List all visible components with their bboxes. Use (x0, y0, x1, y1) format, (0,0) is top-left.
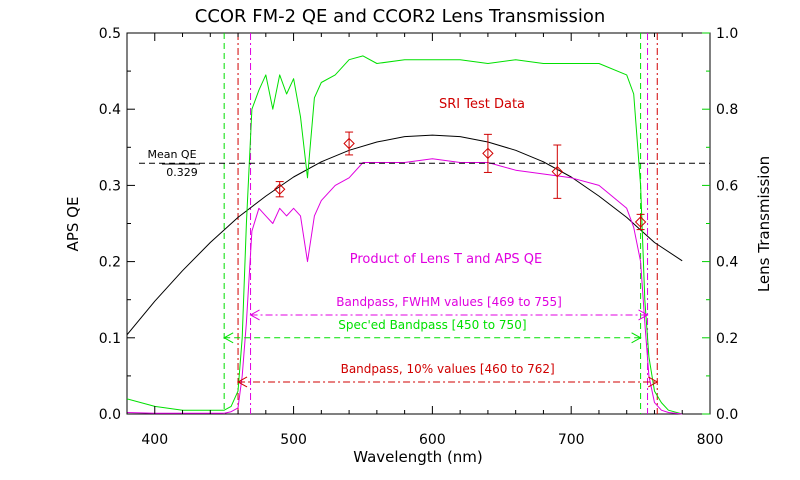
series-layer (126, 55, 683, 415)
y-axis-label-right: Lens Transmission (755, 156, 773, 292)
y-right-tick-label: 0.8 (716, 102, 738, 118)
y-right-tick-label: 0.6 (716, 178, 738, 194)
tick-layer: 400 500 600 700 800 0.0 0.1 0.2 0.3 0.4 0.5 0.0 0.2 0… (99, 26, 739, 448)
y-left-tick-label: 0.1 (99, 331, 121, 347)
qe-fit-line (126, 134, 683, 336)
chart-title: CCOR FM-2 QE and CCOR2 Lens Transmission (195, 6, 606, 27)
x-tick-label: 600 (419, 432, 446, 448)
mean-qe-layer (139, 162, 710, 165)
test-data-point (343, 137, 355, 150)
test-data-point (273, 183, 286, 195)
y-right-tick-label: 1.0 (716, 26, 738, 42)
x-tick-label: 500 (280, 432, 307, 448)
test-data-point (551, 165, 564, 178)
lens-transmission-line (126, 55, 683, 415)
y-right-tick-label: 0.2 (716, 331, 738, 347)
sri-test-data-label: SRI Test Data (439, 97, 525, 112)
mean-qe-value: 0.329 (166, 166, 198, 179)
bandpass-arrow-label: Bandpass, FWHM values [469 to 755] (336, 295, 562, 309)
y-left-tick-label: 0.5 (99, 26, 121, 42)
arrow-head-left (249, 309, 260, 321)
arrow-head-right (648, 376, 659, 388)
y-right-tick-label: 0.0 (716, 407, 738, 423)
test-data-point (482, 147, 494, 160)
arrow-head-left (237, 376, 248, 388)
bandpass-arrow-label: Spec'ed Bandpass [450 to 750] (338, 318, 526, 332)
arrow-head-right (631, 332, 642, 344)
arrow-head-right (638, 309, 649, 321)
test-data-point (634, 216, 647, 228)
test-data-layer (273, 131, 647, 231)
y-axis-label-left: APS QE (64, 197, 82, 252)
arrow-head-left (223, 332, 234, 344)
bandpass-arrow-label: Bandpass, 10% values [460 to 762] (341, 362, 555, 376)
y-left-tick-label: 0.2 (99, 255, 121, 271)
bandpass-vertical-lines (223, 33, 658, 414)
x-tick-label: 800 (697, 432, 724, 448)
x-tick-label: 700 (558, 432, 585, 448)
y-left-tick-label: 0.4 (99, 102, 121, 118)
product-line (126, 158, 683, 415)
y-right-tick-label: 0.4 (716, 255, 738, 271)
x-axis-label: Wavelength (nm) (353, 448, 483, 466)
plot-frame (126, 32, 711, 415)
product-label: Product of Lens T and APS QE (350, 252, 543, 267)
x-tick-label: 400 (141, 432, 168, 448)
mean-qe-label: Mean QE (147, 148, 196, 161)
bandpass-arrows-layer: Bandpass, FWHM values [469 to 755] Spec'e… (223, 295, 659, 388)
y-left-tick-label: 0.0 (99, 407, 121, 423)
y-left-tick-label: 0.3 (99, 178, 121, 194)
